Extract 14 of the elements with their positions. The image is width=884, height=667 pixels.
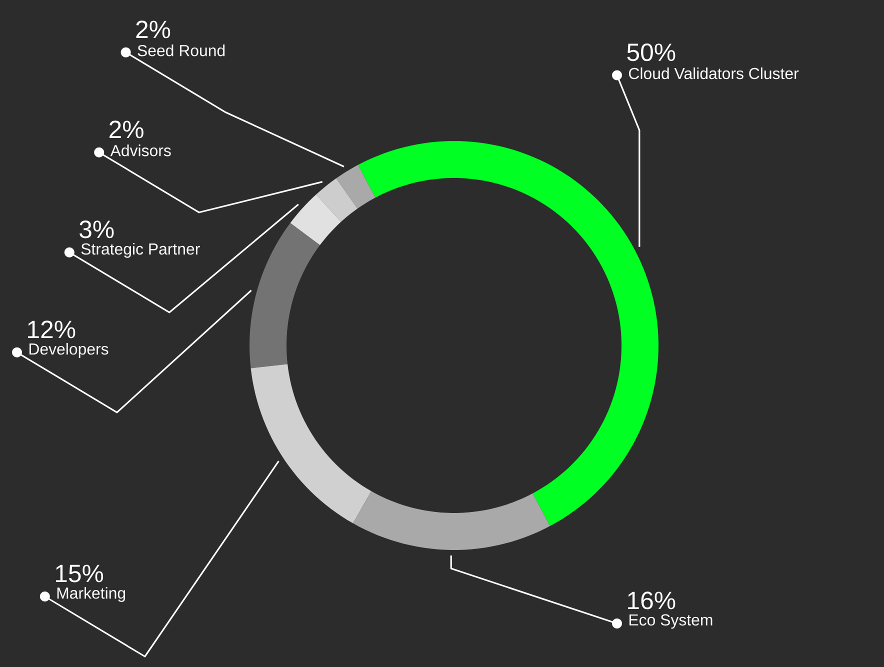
slice-label: Cloud Validators Cluster (629, 67, 799, 80)
data-label: 3% (80, 220, 114, 238)
slice-label: Developers (30, 342, 108, 358)
slice-label: Seed Round (138, 44, 225, 56)
data-label: 50% (627, 43, 676, 62)
data-label: 12% (28, 320, 76, 338)
data-label: 2% (136, 20, 170, 38)
slice-label: Advisors (110, 144, 171, 156)
slice-label: Marketing (57, 587, 126, 602)
slice-label: Strategic Partner (81, 242, 200, 258)
data-label: 15% (56, 564, 104, 582)
data-label: 16% (628, 592, 676, 610)
slice-label: Eco System (630, 614, 712, 629)
data-label: 2% (110, 120, 144, 138)
